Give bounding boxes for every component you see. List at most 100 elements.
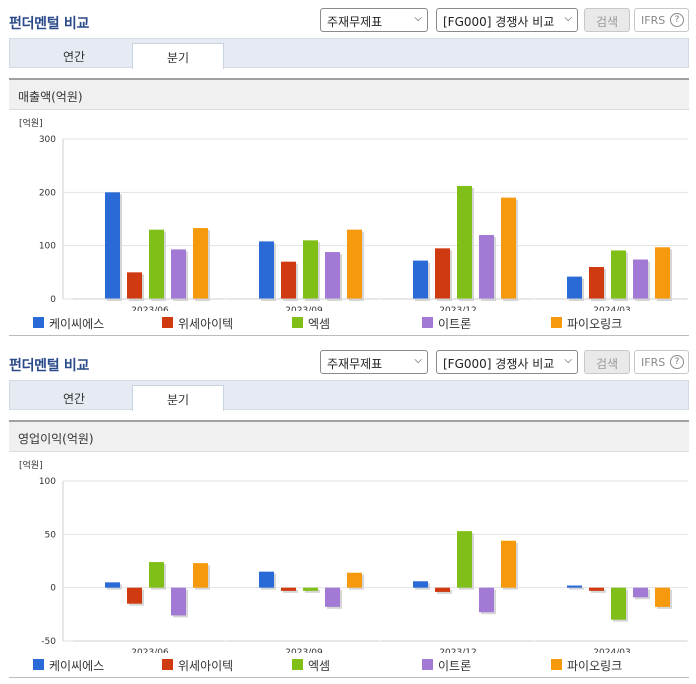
bar-이트론 xyxy=(479,235,494,299)
bar-이트론 xyxy=(633,259,648,299)
bar-엑셈 xyxy=(149,562,164,588)
bar-위세아이텍 xyxy=(589,267,604,299)
bar-엑셈 xyxy=(149,229,164,299)
legend-item[interactable]: 엑셈 xyxy=(292,315,330,332)
legend-label: 이트론 xyxy=(438,659,472,673)
legend-item[interactable]: 위세아이텍 xyxy=(162,657,233,674)
ifrs-button[interactable]: IFRS ? xyxy=(634,8,689,32)
legend-item[interactable]: 파이오링크 xyxy=(551,315,622,332)
bar-파이오링크 xyxy=(655,587,670,607)
tab-annual[interactable]: 연간 xyxy=(62,50,86,64)
legend-swatch xyxy=(162,317,173,328)
x-tick-label: 2023/06 xyxy=(131,306,169,311)
statement-type-value: 주재무제표 xyxy=(327,15,383,29)
period-tabs: 연간 분기 xyxy=(9,380,689,411)
y-tick-label: 100 xyxy=(39,242,56,252)
search-button[interactable]: 검색 xyxy=(584,350,630,374)
legend-label: 위세아이텍 xyxy=(178,659,234,673)
ifrs-label: IFRS xyxy=(641,356,666,369)
bar-위세아이텍 xyxy=(281,261,296,299)
bar-케이씨에스 xyxy=(413,581,428,588)
legend-item[interactable]: 엑셈 xyxy=(292,657,330,674)
legend-swatch xyxy=(162,659,173,670)
section-header: 펀더멘털 비교 주재무제표 ⌵ [FG000] 경쟁사 비교 ⌵ 검색 IFRS… xyxy=(0,0,696,38)
bar-위세아이텍 xyxy=(435,248,450,299)
legend-label: 케이씨에스 xyxy=(49,659,105,673)
bar-엑셈 xyxy=(611,587,626,620)
bar-엑셈 xyxy=(303,240,318,299)
bar-케이씨에스 xyxy=(259,241,274,299)
sales-bar-chart: [억원] 0 100 200 300 2023/06 2023/09 2023/12 2024/… xyxy=(19,117,688,311)
operating-income-bar-chart: [억원] -50 0 50 100 2023/06 2023/09 2023/12 2024/0… xyxy=(19,459,688,653)
bar-파이오링크 xyxy=(501,197,516,299)
section-title: 펀더멘털 비교 xyxy=(9,16,90,32)
bar-이트론 xyxy=(171,249,186,299)
y-axis-unit-label: [억원] xyxy=(19,459,43,471)
bar-케이씨에스 xyxy=(567,585,582,588)
panel-title: 매출액(억원) xyxy=(9,80,689,110)
y-tick-label: 300 xyxy=(39,135,56,145)
bar-이트론 xyxy=(325,252,340,299)
legend-item[interactable]: 케이씨에스 xyxy=(33,657,104,674)
compare-group-select[interactable]: [FG000] 경쟁사 비교 ⌵ xyxy=(436,8,578,32)
bar-엑셈 xyxy=(611,250,626,299)
y-tick-label: 50 xyxy=(45,530,57,540)
legend-swatch xyxy=(551,317,562,328)
legend-item[interactable]: 이트론 xyxy=(422,657,471,674)
legend-label: 엑셈 xyxy=(308,317,331,331)
bar-케이씨에스 xyxy=(567,276,582,299)
tab-quarter[interactable]: 분기 xyxy=(132,385,224,411)
legend-swatch xyxy=(422,659,433,670)
section-header: 펀더멘털 비교 주재무제표 ⌵ [FG000] 경쟁사 비교 ⌵ 검색 IFRS… xyxy=(0,342,696,380)
legend-swatch xyxy=(292,317,303,328)
legend-swatch xyxy=(422,317,433,328)
compare-group-select[interactable]: [FG000] 경쟁사 비교 ⌵ xyxy=(436,350,578,374)
legend-label: 케이씨에스 xyxy=(49,317,105,331)
panel-title: 영업이익(억원) xyxy=(9,422,689,452)
legend-swatch xyxy=(292,659,303,670)
legend-item[interactable]: 위세아이텍 xyxy=(162,315,233,332)
bar-엑셈 xyxy=(303,587,318,591)
chart-panel: 매출액(억원) [억원] 0 100 200 300 2023/06 2023/09 2023… xyxy=(9,78,689,336)
bar-케이씨에스 xyxy=(105,192,120,299)
bar-케이씨에스 xyxy=(259,571,274,588)
bar-엑셈 xyxy=(457,531,472,588)
x-tick-label: 2023/12 xyxy=(439,306,476,311)
statement-type-select[interactable]: 주재무제표 ⌵ xyxy=(320,8,428,32)
legend-label: 이트론 xyxy=(438,317,472,331)
legend-label: 파이오링크 xyxy=(567,659,623,673)
bar-케이씨에스 xyxy=(105,582,120,588)
bar-파이오링크 xyxy=(501,540,516,588)
x-tick-label: 2023/09 xyxy=(285,306,323,311)
tab-quarter[interactable]: 분기 xyxy=(132,43,224,69)
y-axis-unit-label: [억원] xyxy=(19,117,43,129)
bar-shadow xyxy=(591,589,606,593)
bar-위세아이텍 xyxy=(589,587,604,591)
legend-item[interactable]: 파이오링크 xyxy=(551,657,622,674)
tab-annual[interactable]: 연간 xyxy=(62,392,86,406)
bar-파이오링크 xyxy=(193,228,208,299)
ifrs-button[interactable]: IFRS ? xyxy=(634,350,689,374)
bar-위세아이텍 xyxy=(127,587,142,604)
legend-label: 파이오링크 xyxy=(567,317,623,331)
legend-item[interactable]: 케이씨에스 xyxy=(33,315,104,332)
question-circle-icon[interactable]: ? xyxy=(670,13,684,27)
bar-shadow xyxy=(569,587,584,590)
x-tick-label: 2023/09 xyxy=(285,648,323,653)
search-button[interactable]: 검색 xyxy=(584,8,630,32)
chart-legend: 케이씨에스 위세아이텍 엑셈 이트론 파이오링크 xyxy=(9,654,689,676)
y-tick-label: 0 xyxy=(50,584,56,594)
statement-type-select[interactable]: 주재무제표 ⌵ xyxy=(320,350,428,374)
y-tick-label: -50 xyxy=(41,637,56,647)
chevron-down-icon: ⌵ xyxy=(414,355,422,366)
bar-이트론 xyxy=(325,587,340,607)
chart-panel: 영업이익(억원) [억원] -50 0 50 100 2023/06 2023/09 2023… xyxy=(9,420,689,678)
chevron-down-icon: ⌵ xyxy=(414,13,422,24)
bar-파이오링크 xyxy=(347,229,362,299)
statement-type-value: 주재무제표 xyxy=(327,357,383,371)
question-circle-icon[interactable]: ? xyxy=(670,355,684,369)
legend-item[interactable]: 이트론 xyxy=(422,315,471,332)
bar-위세아이텍 xyxy=(435,587,450,592)
bar-shadow xyxy=(283,589,298,593)
y-tick-label: 0 xyxy=(50,295,56,305)
